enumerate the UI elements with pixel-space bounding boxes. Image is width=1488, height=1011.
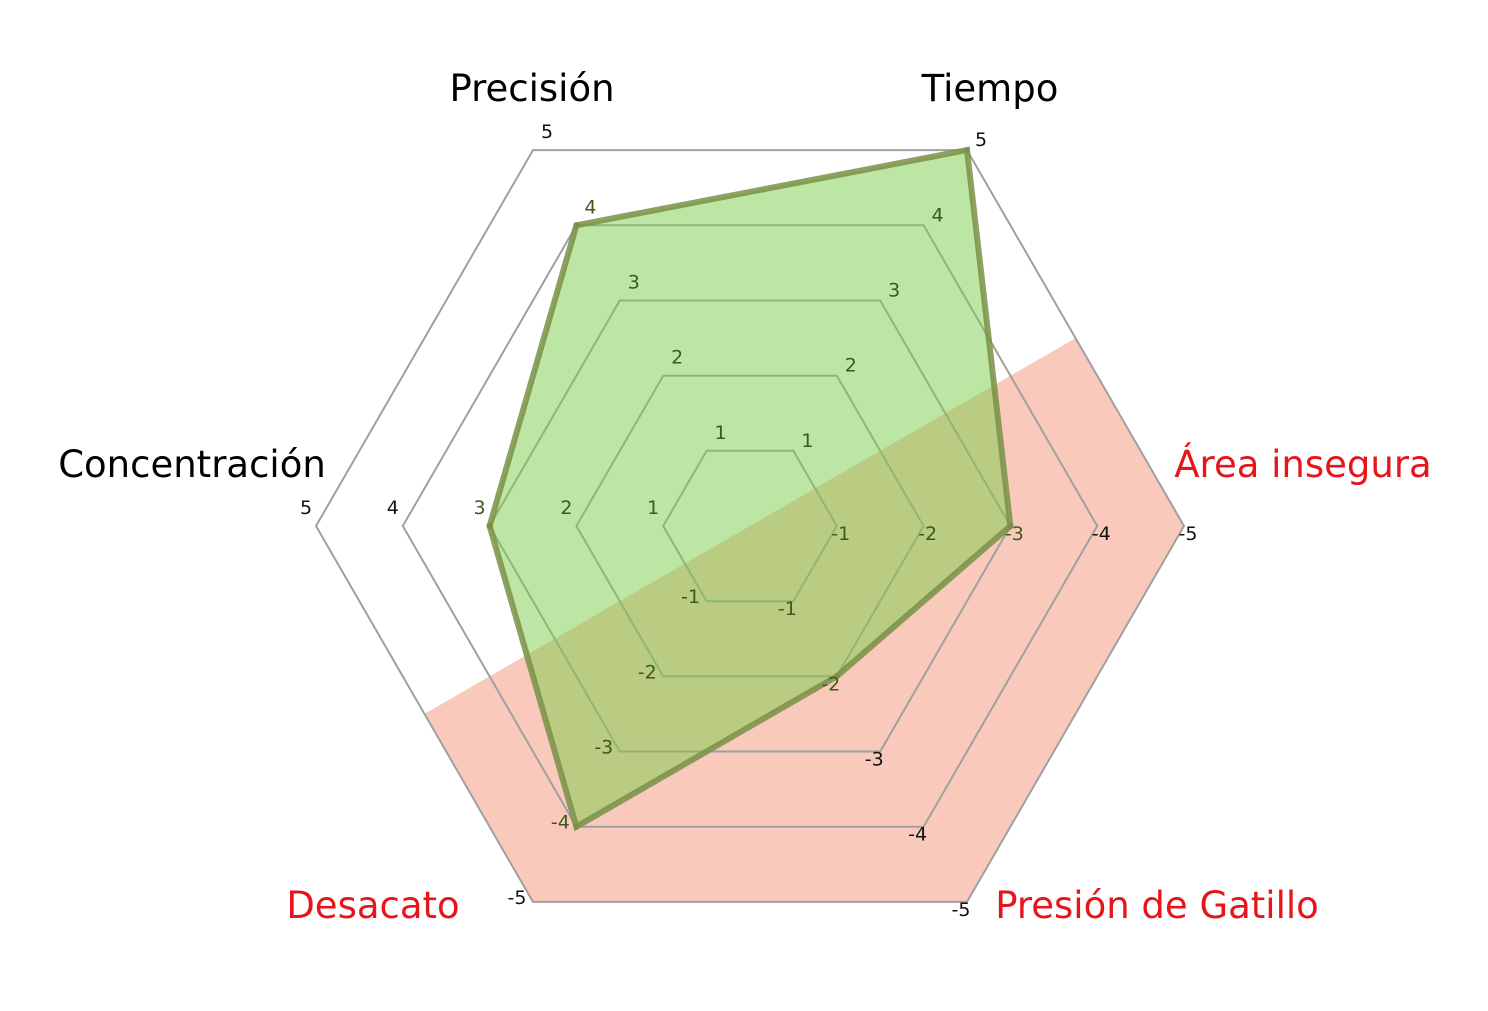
tick-label-3-2: -2 (918, 523, 937, 545)
series-point-1 (573, 222, 580, 229)
tick-label-1-5: 5 (541, 121, 553, 143)
tick-label-3-3: -3 (1005, 523, 1024, 545)
tick-label-2-2: 2 (845, 355, 857, 377)
tick-label-6-5: 5 (300, 497, 312, 519)
tick-label-4-2: -2 (821, 673, 840, 695)
tick-label-3-1: -1 (831, 523, 850, 545)
axis-title-presion-de-gatillo: Presión de Gatillo (995, 884, 1319, 927)
series-point-2 (964, 147, 970, 154)
axis-title-tiempo: Tiempo (921, 67, 1059, 110)
tick-label-2-5: 5 (975, 129, 987, 151)
tick-label-1-2: 2 (671, 347, 683, 369)
tick-label-5-2: -2 (638, 661, 657, 683)
series-point-4 (833, 673, 840, 680)
tick-label-2-3: 3 (888, 280, 900, 302)
axis-title-precision: Precisión (449, 67, 614, 110)
tick-label-5-3: -3 (594, 737, 613, 759)
tick-label-5-4: -4 (551, 812, 570, 834)
series-point-6 (486, 523, 493, 529)
tick-label-1-4: 4 (584, 196, 596, 218)
tick-label-2-4: 4 (932, 204, 944, 226)
tick-label-4-5: -5 (952, 899, 971, 921)
tick-label-2-1: 1 (801, 430, 813, 452)
tick-label-6-2: 2 (560, 497, 572, 519)
tick-label-3-5: -5 (1179, 523, 1198, 545)
tick-label-4-1: -1 (778, 598, 797, 620)
series-layer (486, 146, 1014, 832)
tick-label-5-5: -5 (508, 887, 527, 909)
axis-title-area-insegura: Área insegura (1174, 442, 1432, 486)
tick-label-4-4: -4 (908, 824, 927, 846)
series-point-5 (573, 823, 580, 830)
tick-label-1-1: 1 (715, 422, 727, 444)
tick-label-6-4: 4 (387, 497, 399, 519)
tick-label-6-3: 3 (474, 497, 486, 519)
tick-label-5-1: -1 (681, 586, 700, 608)
series-point-3 (1007, 523, 1014, 529)
tick-label-1-3: 3 (628, 272, 640, 294)
tick-label-3-4: -4 (1092, 523, 1111, 545)
axis-title-desacato: Desacato (286, 884, 459, 927)
tick-label-6-1: 1 (647, 497, 659, 519)
axis-title-concentracion: Concentración (58, 443, 326, 486)
tick-label-4-3: -3 (865, 749, 884, 771)
tick-labels: 1 2 3 4 5 1 2 3 4 5 -1 -2 -3 -4 -5 -1 -2 -3 -4 -5 -1 -2 -3 -4 -5… (300, 121, 1198, 921)
